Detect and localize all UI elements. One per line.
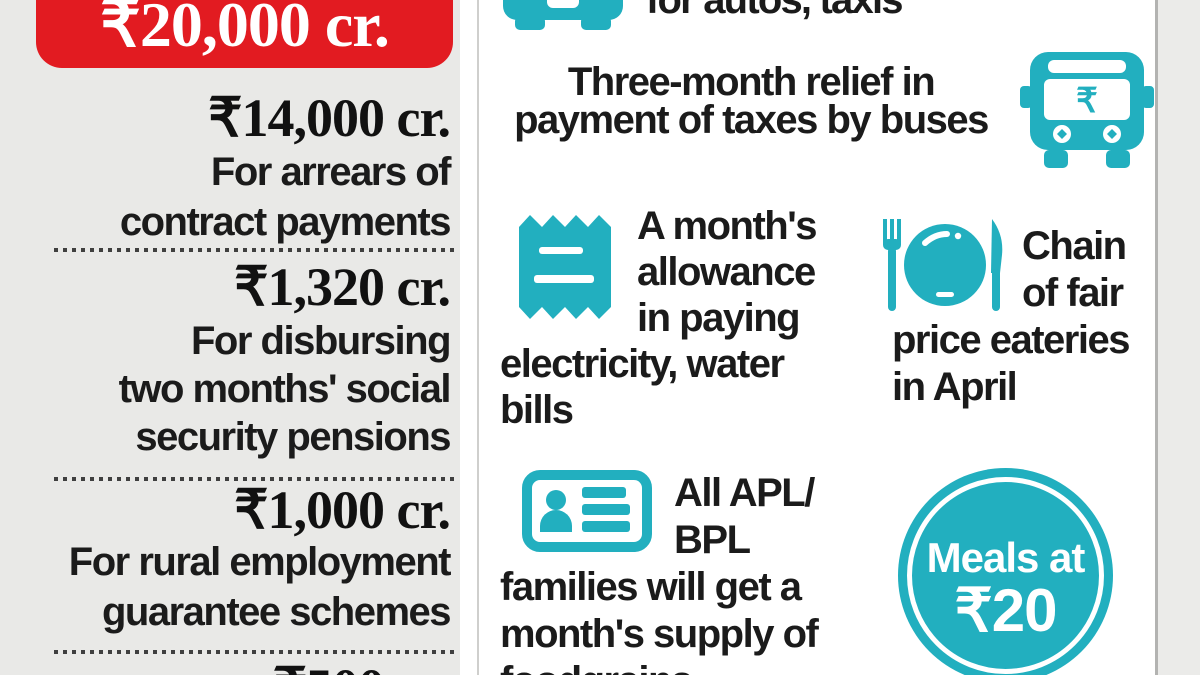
dotted-divider [54,248,458,253]
dotted-divider [54,650,458,655]
amount-description-1: For arrears of contract payments [119,150,452,244]
electricity-row: A month's allowance in paying electricity, … [500,203,880,433]
buses-row: Three-month relief in payment of taxes by… [494,60,1008,142]
column-divider [477,0,479,675]
amount-description-2: For disbursing two months' social security… [118,319,452,459]
total-amount-badge: ₹20,000 cr. [36,0,453,68]
electricity-text: A month's allowance in paying electricity, … [500,204,817,432]
ration-text: All APL/BPL families will get a month's su… [500,471,819,675]
left-panel: ₹20,000 cr. ₹14,000 cr. For arrears of co… [0,0,460,675]
autos-taxis-label: for autos, taxis [646,0,904,22]
bus-icon: ₹ [1020,52,1154,168]
meals-badge-ring [907,477,1104,674]
total-amount: ₹20,000 cr. [100,0,390,60]
amount-description-3: For rural employment guarantee schemes [68,540,452,634]
rupee-symbol: ₹ [1076,82,1098,120]
amount-value-2: ₹1,320 cr. [234,257,451,317]
page-edge-strip [1158,0,1200,675]
amount-value-1: ₹14,000 cr. [208,88,451,148]
eateries-text: Chain of fair price eateries in April [892,224,1130,409]
id-card-icon [522,470,652,552]
amount-value-3: ₹1,000 cr. [234,480,451,540]
meals-badge: Meals at ₹20 [898,468,1113,675]
eateries-row: Chain of fair price eateries in April [880,219,1160,411]
plate-cutlery-icon [883,219,1003,311]
amount-value-4-clipped: ₹500 cr. [0,661,451,675]
receipt-icon [519,215,611,319]
dotted-divider [54,477,458,482]
ration-row: All APL/BPL families will get a month's su… [500,470,1030,675]
page-column-rule [1155,0,1158,675]
buses-text: Three-month relief in payment of taxes by… [514,60,989,142]
auto-rickshaw-icon [503,0,623,30]
